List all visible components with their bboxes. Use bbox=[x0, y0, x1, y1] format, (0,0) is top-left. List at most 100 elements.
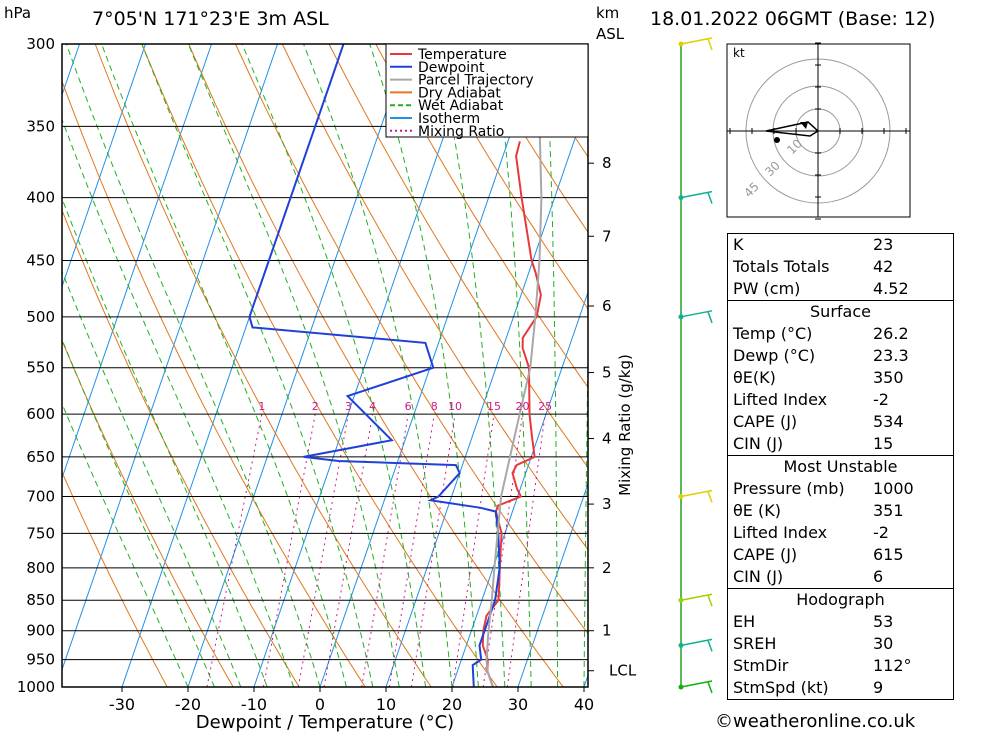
km-tick-label: 7 bbox=[602, 227, 612, 245]
isotherm-line bbox=[62, 44, 279, 672]
mixing-ratio-label: 8 bbox=[431, 400, 438, 413]
stat-value: -2 bbox=[873, 523, 889, 542]
hodograph-table-title: Hodograph bbox=[728, 588, 953, 611]
isotherm-line bbox=[0, 44, 14, 687]
stat-label: CIN (J) bbox=[733, 434, 784, 453]
stat-row: PW (cm) 4.52 bbox=[728, 278, 953, 300]
wind-barb-feather bbox=[707, 311, 713, 324]
pressure-tick-label: 600 bbox=[26, 405, 55, 423]
wet-adiabat-line bbox=[62, 117, 295, 687]
km-tick-label: 5 bbox=[602, 364, 612, 382]
legend-entry: Dry Adiabat bbox=[418, 85, 501, 101]
most-unstable-title: Most Unstable bbox=[728, 455, 953, 478]
wind-barb bbox=[680, 489, 713, 498]
dry-adiabat-line bbox=[984, 44, 1000, 687]
pressure-tick-label: 300 bbox=[26, 35, 55, 53]
stat-row: StmSpd (kt) 9 bbox=[728, 677, 953, 699]
stat-value: 53 bbox=[873, 612, 894, 631]
stat-label: θE(K) bbox=[733, 368, 776, 387]
wind-barb-feather bbox=[707, 640, 713, 652]
legend-entry: Isotherm bbox=[418, 111, 480, 127]
stat-value: 112° bbox=[873, 656, 912, 675]
wind-barb bbox=[680, 37, 713, 45]
hodograph-unit: kt bbox=[733, 46, 745, 60]
stat-label: CIN (J) bbox=[733, 567, 784, 586]
x-tick-label: 40 bbox=[574, 695, 594, 714]
stat-value: 23 bbox=[873, 235, 894, 254]
stat-row: θE(K) 350 bbox=[728, 367, 953, 389]
stat-row: CAPE (J) 534 bbox=[728, 411, 953, 433]
mixing-ratio-label: 20 bbox=[516, 400, 530, 413]
stat-label: SREH bbox=[733, 634, 777, 653]
wind-barb-column bbox=[678, 37, 713, 694]
mixing-ratio-axis-title: Mixing Ratio (g/kg) bbox=[616, 354, 634, 496]
stat-value: 42 bbox=[873, 257, 894, 276]
pressure-tick-label: 500 bbox=[26, 308, 55, 326]
stat-label: Lifted Index bbox=[733, 523, 828, 542]
mixing-ratio-label: 3 bbox=[345, 400, 352, 413]
mixing-ratio-line bbox=[410, 414, 456, 687]
stat-row: Dewp (°C) 23.3 bbox=[728, 345, 953, 367]
stat-label: Pressure (mb) bbox=[733, 479, 845, 498]
pressure-tick-label: 350 bbox=[26, 117, 55, 135]
wet-adiabat-line bbox=[583, 311, 588, 687]
legend-entry: Mixing Ratio bbox=[418, 124, 504, 140]
chart-series bbox=[248, 44, 543, 687]
location-title: 7°05'N 171°23'E 3m ASL bbox=[92, 8, 329, 30]
x-tick-label: 0 bbox=[315, 695, 325, 714]
legend-entry: Temperature bbox=[417, 47, 507, 63]
stat-value: -2 bbox=[873, 390, 889, 409]
x-tick-label: 30 bbox=[508, 695, 528, 714]
km-tick-label: 1 bbox=[602, 622, 612, 640]
stat-label: EH bbox=[733, 612, 756, 631]
stat-row: EH 53 bbox=[728, 611, 953, 633]
stat-value: 9 bbox=[873, 678, 884, 697]
stat-value: 1000 bbox=[873, 479, 914, 498]
wind-barb-feather bbox=[707, 38, 713, 51]
stat-value: 351 bbox=[873, 501, 904, 520]
dry-adiabat-line bbox=[62, 471, 168, 687]
mixing-ratio-label: 4 bbox=[369, 400, 376, 413]
mixing-ratio-line bbox=[206, 414, 263, 687]
stat-row: CIN (J) 15 bbox=[728, 433, 953, 455]
stat-label: K bbox=[733, 235, 744, 254]
dewpoint-line bbox=[248, 44, 501, 687]
mixing-ratio-line bbox=[262, 414, 316, 687]
wind-barb-feather bbox=[707, 192, 713, 204]
stat-value: 23.3 bbox=[873, 346, 909, 365]
isotherm-line bbox=[319, 44, 543, 687]
stat-row: Lifted Index -2 bbox=[728, 389, 953, 411]
pressure-tick-label: 450 bbox=[26, 252, 55, 270]
stat-row: θE (K) 351 bbox=[728, 500, 953, 522]
wet-adiabat-line bbox=[241, 44, 427, 687]
x-tick-label: 10 bbox=[376, 695, 396, 714]
pressure-tick-label: 950 bbox=[26, 651, 55, 669]
stat-value: 534 bbox=[873, 412, 904, 431]
indices-panel: K 23 Totals Totals 42 PW (cm) 4.52 Surface Te… bbox=[727, 233, 954, 700]
stat-label: Totals Totals bbox=[733, 257, 830, 276]
x-tick-label: 20 bbox=[442, 695, 462, 714]
storm-motion-marker bbox=[774, 137, 780, 143]
pressure-tick-label: 650 bbox=[26, 448, 55, 466]
stat-value: 26.2 bbox=[873, 324, 909, 343]
mixing-ratio-label: 1 bbox=[258, 400, 265, 413]
lcl-label: LCL bbox=[609, 662, 637, 680]
x-tick-label: -10 bbox=[241, 695, 267, 714]
parcel-trajectory-line bbox=[485, 126, 543, 687]
x-tick-label: -30 bbox=[109, 695, 135, 714]
mixing-ratio-label: 2 bbox=[312, 400, 319, 413]
hodograph-arrow bbox=[800, 122, 808, 129]
mixing-ratio-line bbox=[388, 414, 435, 687]
wind-barb-feather bbox=[707, 491, 713, 503]
km-tick-label: 4 bbox=[602, 430, 612, 448]
stat-label: CAPE (J) bbox=[733, 545, 798, 564]
stat-value: 4.52 bbox=[873, 279, 909, 298]
wind-barb-feather bbox=[707, 681, 713, 694]
surface-title: Surface bbox=[728, 300, 953, 323]
stat-value: 30 bbox=[873, 634, 894, 653]
km-tick-label: 2 bbox=[602, 559, 612, 577]
stat-row: CAPE (J) 615 bbox=[728, 544, 953, 566]
stat-label: PW (cm) bbox=[733, 279, 801, 298]
wind-barb bbox=[680, 593, 713, 601]
